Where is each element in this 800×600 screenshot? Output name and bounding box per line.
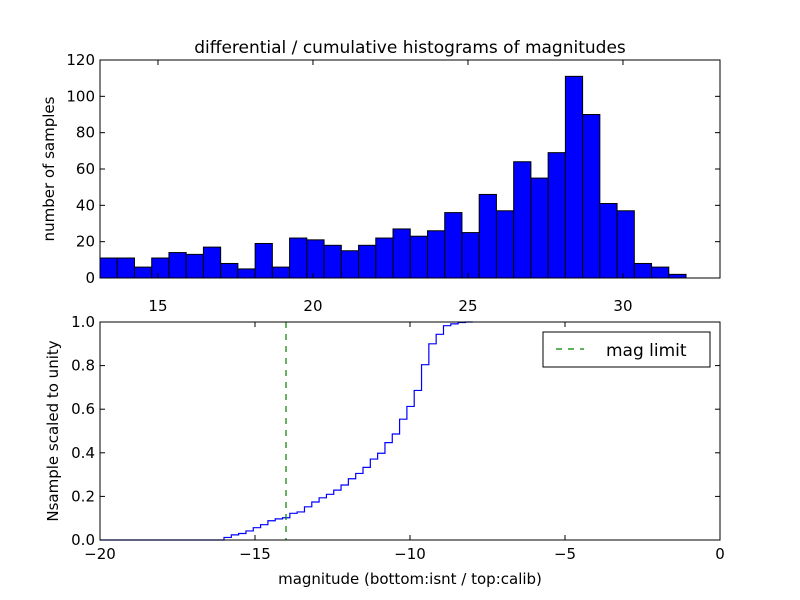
- histogram-bar: [323, 244, 342, 279]
- y-tick-label: 0.0: [71, 531, 95, 549]
- x-tick-label: 25: [458, 297, 477, 315]
- x-tick-label: 15: [148, 297, 167, 315]
- legend: mag limit: [542, 331, 711, 368]
- legend-mag-limit-label: mag limit: [606, 341, 687, 361]
- histogram-bar: [564, 75, 584, 279]
- histogram-bar: [633, 262, 653, 279]
- histogram-bar: [582, 114, 601, 279]
- histogram-axes: 15 20 25 30 0 20 40 60 80 100 120: [66, 51, 721, 315]
- histogram-bar: [185, 253, 204, 279]
- bottom-y-axis-label: Nsample scaled to unity: [44, 340, 62, 521]
- y-tick-label: 0: [85, 269, 95, 287]
- histogram-bar: [392, 228, 411, 279]
- histogram-bar: [461, 232, 480, 279]
- histogram-bar: [306, 239, 325, 279]
- histogram-bar: [99, 257, 118, 279]
- histogram-bar: [495, 210, 515, 279]
- histogram-bar: [358, 244, 377, 279]
- histogram-bar: [237, 268, 256, 279]
- cumulative-axes: −20 −15 −10 −5 0 0.0 0.2 0.4 0.6 0.8 1.0: [71, 313, 725, 563]
- y-tick-label: 0.8: [71, 357, 95, 375]
- y-tick-label: 0.2: [71, 487, 95, 505]
- histogram-bar: [220, 262, 239, 279]
- histogram-bar: [289, 237, 308, 279]
- top-y-axis-label: number of samples: [40, 96, 58, 241]
- y-tick-label: 20: [76, 233, 95, 251]
- histogram-bar: [530, 177, 549, 279]
- y-tick-label: 60: [76, 160, 95, 178]
- x-tick-label: −10: [394, 545, 426, 563]
- x-tick-label: −5: [554, 545, 576, 563]
- histogram-bar: [340, 250, 360, 279]
- y-tick-label: 40: [76, 196, 95, 214]
- x-tick-label: −15: [239, 545, 271, 563]
- y-tick-label: 0.4: [71, 444, 95, 462]
- x-tick-label: 30: [613, 297, 632, 315]
- y-tick-label: 80: [76, 124, 95, 142]
- y-tick-label: 1.0: [71, 313, 95, 331]
- chart-title: differential / cumulative histograms of …: [194, 38, 626, 58]
- histogram-bar: [444, 212, 463, 279]
- histogram-bar: [616, 210, 635, 279]
- histogram-bar: [651, 266, 670, 279]
- cumulative-line: [100, 321, 473, 541]
- x-tick-label: 0: [715, 545, 725, 563]
- histogram-bar: [547, 152, 566, 279]
- histogram-bar: [513, 161, 532, 279]
- x-tick-label: −20: [84, 545, 116, 563]
- x-tick-label: 20: [303, 297, 322, 315]
- histogram-bar: [668, 273, 687, 279]
- histogram-bar: [254, 242, 273, 279]
- histogram-bar: [202, 246, 222, 279]
- histogram-bar: [426, 230, 446, 279]
- histogram-bar: [409, 235, 428, 279]
- y-tick-label: 0.6: [71, 400, 95, 418]
- histogram-bar: [478, 193, 497, 279]
- histogram-bar: [133, 266, 153, 279]
- histogram-bar: [168, 252, 187, 279]
- y-tick-label: 100: [66, 87, 95, 105]
- x-axis-label: magnitude (bottom:isnt / top:calib): [278, 570, 542, 588]
- histogram-bar: [599, 203, 618, 279]
- y-tick-label: 120: [66, 51, 95, 69]
- histogram-bar: [375, 237, 394, 279]
- histogram-bar: [116, 257, 135, 279]
- histogram-bar: [151, 257, 170, 279]
- histogram-bar: [271, 266, 291, 279]
